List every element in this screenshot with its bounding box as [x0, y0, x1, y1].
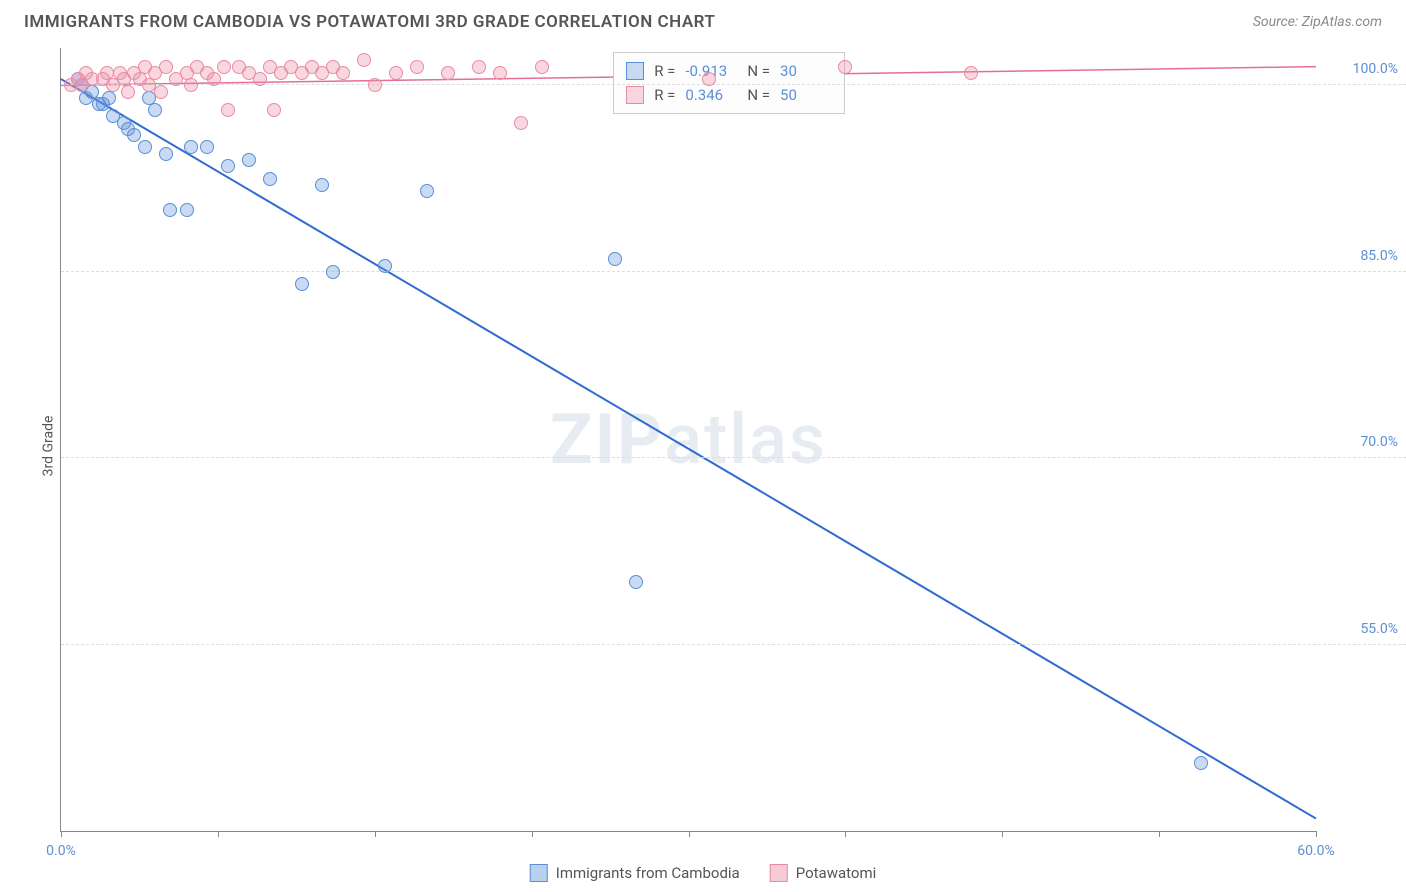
data-point — [493, 66, 507, 80]
data-point — [964, 66, 978, 80]
data-point — [514, 116, 528, 130]
gridline — [61, 644, 1406, 645]
data-point — [267, 103, 281, 117]
y-tick-label: 100.0% — [1353, 61, 1398, 77]
data-point — [207, 72, 221, 86]
data-point — [472, 60, 486, 74]
n-value: 50 — [780, 83, 832, 107]
data-point — [121, 85, 135, 99]
stats-row: R = 0.346 N = 50 — [626, 83, 832, 107]
data-point — [221, 103, 235, 117]
x-tick — [218, 831, 219, 837]
source-value: ZipAtlas.com — [1302, 14, 1382, 30]
data-point — [180, 203, 194, 217]
data-point — [138, 140, 152, 154]
data-point — [378, 259, 392, 273]
watermark-zip: ZIP — [550, 399, 664, 481]
legend-item: Immigrants from Cambodia — [530, 864, 740, 882]
data-point — [629, 575, 643, 589]
legend-swatch — [626, 86, 644, 104]
data-point — [102, 91, 116, 105]
legend-label: Potawatomi — [796, 864, 877, 882]
data-point — [420, 184, 434, 198]
source-label: Source: — [1253, 14, 1302, 30]
legend-item: Potawatomi — [770, 864, 877, 882]
data-point — [184, 78, 198, 92]
y-tick-label: 55.0% — [1360, 621, 1398, 637]
y-tick-label: 70.0% — [1360, 434, 1398, 450]
data-point — [326, 265, 340, 279]
data-point — [221, 159, 235, 173]
legend-swatch — [770, 864, 788, 882]
data-point — [535, 60, 549, 74]
gridline — [61, 271, 1406, 272]
r-value: 0.346 — [685, 83, 737, 107]
y-axis-label: 3rd Grade — [40, 416, 56, 477]
data-point — [295, 277, 309, 291]
data-point — [127, 128, 141, 142]
data-point — [200, 140, 214, 154]
watermark-atlas: atlas — [664, 399, 827, 481]
gridline — [61, 457, 1406, 458]
data-point — [163, 203, 177, 217]
legend-swatch — [530, 864, 548, 882]
series-legend: Immigrants from Cambodia Potawatomi — [530, 864, 877, 882]
x-tick — [1159, 831, 1160, 837]
r-label: R = — [654, 83, 675, 107]
data-point — [410, 60, 424, 74]
watermark: ZIPatlas — [550, 399, 827, 481]
data-point — [441, 66, 455, 80]
x-tick — [532, 831, 533, 837]
data-point — [336, 66, 350, 80]
data-point — [608, 252, 622, 266]
data-point — [702, 72, 716, 86]
chart-header: IMMIGRANTS FROM CAMBODIA VS POTAWATOMI 3… — [0, 0, 1406, 40]
x-tick — [845, 831, 846, 837]
data-point — [357, 53, 371, 67]
data-point — [838, 60, 852, 74]
data-point — [184, 140, 198, 154]
n-label: N = — [747, 83, 770, 107]
chart-title: IMMIGRANTS FROM CAMBODIA VS POTAWATOMI 3… — [24, 12, 715, 32]
data-point — [389, 66, 403, 80]
x-tick — [689, 831, 690, 837]
x-tick — [375, 831, 376, 837]
x-tick-label: 0.0% — [46, 843, 76, 859]
trend-line — [61, 79, 1316, 819]
r-label: R = — [654, 59, 675, 83]
data-point — [242, 153, 256, 167]
x-tick-label: 60.0% — [1297, 843, 1335, 859]
data-point — [154, 85, 168, 99]
data-point — [217, 60, 231, 74]
x-tick — [1002, 831, 1003, 837]
stats-row: R =-0.913N =30 — [626, 59, 832, 83]
n-value: 30 — [780, 59, 832, 83]
x-tick — [1316, 831, 1317, 837]
data-point — [315, 178, 329, 192]
x-tick — [61, 831, 62, 837]
source-citation: Source: ZipAtlas.com — [1253, 14, 1382, 30]
y-tick-label: 85.0% — [1360, 248, 1398, 264]
data-point — [159, 60, 173, 74]
data-point — [1194, 756, 1208, 770]
data-point — [159, 147, 173, 161]
data-point — [148, 103, 162, 117]
data-point — [263, 172, 277, 186]
chart-plot-area: ZIPatlas R =-0.913N =30R =0.346N =50 55.… — [60, 48, 1316, 832]
data-point — [368, 78, 382, 92]
legend-label: Immigrants from Cambodia — [556, 864, 740, 882]
correlation-stats-box: R =-0.913N =30R =0.346N =50 — [613, 52, 845, 114]
data-point — [253, 72, 267, 86]
legend-swatch — [626, 62, 644, 80]
n-label: N = — [747, 59, 770, 83]
